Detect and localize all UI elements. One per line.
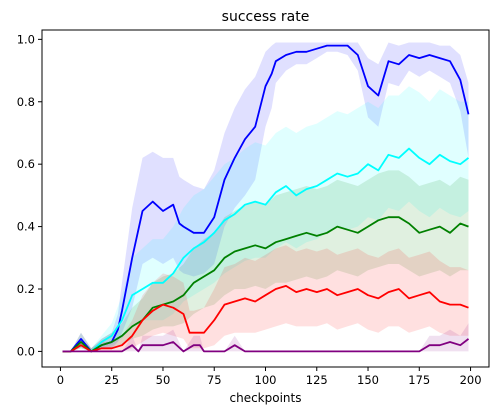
y-axis: 0.0 0.2 0.4 0.6 0.8 1.0 [17, 32, 42, 358]
series-2-line [62, 216, 469, 353]
series-2-band [62, 170, 469, 352]
x-tick-label: 175 [408, 373, 430, 387]
y-tick-label: 0.2 [17, 282, 35, 296]
x-tick-label: 75 [207, 373, 222, 387]
x-tick-label: 0 [57, 373, 64, 387]
confidence-bands [62, 42, 469, 352]
x-tick-label: 100 [255, 373, 277, 387]
series-3-band [62, 245, 469, 352]
y-tick-label: 0.6 [17, 157, 35, 171]
x-axis-label: checkpoints [230, 391, 302, 405]
y-tick-label: 0.8 [17, 95, 35, 109]
series-lines [62, 44, 470, 353]
x-axis: 0 25 50 75 100 125 150 175 200 [57, 367, 482, 387]
series-0-band [62, 42, 469, 352]
series-3-line [62, 284, 469, 353]
y-tick-label: 0.0 [17, 344, 35, 358]
y-tick-label: 0.4 [17, 220, 35, 234]
series-1-line [62, 147, 470, 353]
x-tick-label: 125 [306, 373, 328, 387]
chart-title: success rate [222, 9, 310, 25]
series-1-band [62, 86, 469, 352]
x-tick-label: 200 [460, 373, 482, 387]
x-tick-label: 25 [104, 373, 119, 387]
x-tick-label: 50 [156, 373, 171, 387]
series-0-line [62, 44, 470, 353]
series-4-line [62, 338, 470, 353]
x-tick-label: 150 [357, 373, 379, 387]
y-tick-label: 1.0 [17, 32, 35, 46]
